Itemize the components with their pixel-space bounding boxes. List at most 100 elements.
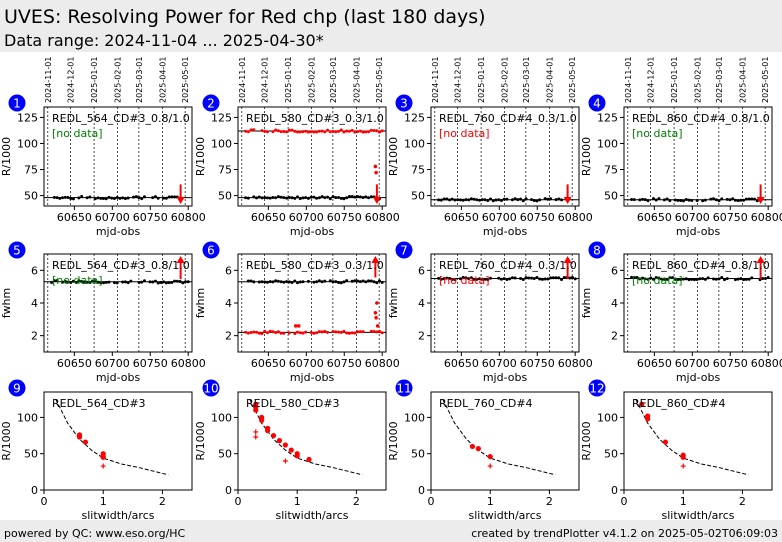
x-tick-label: 60700 [95, 357, 130, 370]
data-point [513, 276, 517, 280]
data-point [524, 197, 528, 201]
data-point [331, 130, 335, 134]
plot-panel-2: 2024-11-01 2024-12-01 2025-01-01 2025-02-01… [194, 57, 400, 239]
data-point [375, 129, 379, 133]
panel-number: 10 [203, 382, 218, 396]
arrow-up-icon [563, 256, 572, 263]
data-point [148, 280, 152, 284]
data-point [747, 197, 751, 201]
data-point [170, 195, 174, 199]
x-axis-label: mjd-obs [290, 371, 335, 384]
x-tick-label: 1 [294, 495, 301, 508]
data-point [279, 195, 283, 199]
y-tick-label: 50 [411, 448, 425, 461]
data-point [643, 277, 647, 281]
data-point [521, 277, 525, 281]
data-point [486, 278, 490, 282]
data-point [173, 279, 177, 283]
data-point [121, 196, 125, 200]
data-point [728, 198, 732, 202]
data-point [372, 128, 376, 132]
data-point [573, 277, 577, 281]
data-point [306, 130, 310, 134]
data-point [698, 277, 702, 281]
x-tick-label: 60750 [133, 357, 168, 370]
data-point [252, 195, 256, 199]
plot-panel-4: 2024-11-01 2024-12-01 2025-01-01 2025-02-01… [580, 57, 782, 239]
plot-frame [43, 253, 193, 353]
x-tick-label: 60750 [327, 357, 362, 370]
data-point [99, 281, 103, 285]
data-point [183, 280, 187, 284]
y-tick-label: 2 [225, 330, 232, 343]
y-axis-label: R/1000 [580, 421, 593, 460]
x-tick-label: 60650 [251, 357, 286, 370]
data-point [298, 331, 302, 335]
data-point [181, 281, 185, 285]
data-point [464, 198, 468, 202]
x-tick-label: 1 [680, 495, 687, 508]
data-point [153, 195, 157, 199]
data-point [265, 196, 269, 200]
plot-frame [430, 391, 580, 491]
data-point [118, 196, 122, 200]
data-point [306, 196, 310, 200]
y-tick-label: 0 [31, 484, 38, 497]
data-point [331, 280, 335, 284]
data-point [549, 197, 553, 201]
data-point [178, 280, 182, 284]
x-tick-label: 60800 [365, 357, 400, 370]
data-point [437, 276, 441, 280]
data-point [301, 280, 305, 284]
panel-number-badge [8, 241, 26, 259]
plot-frame [623, 391, 773, 491]
data-point [540, 277, 544, 281]
date-tick-label: 2025-04-01 [545, 57, 554, 104]
data-point [345, 279, 349, 283]
date-tick-label: 2025-04-01 [738, 57, 747, 104]
data-point [695, 198, 699, 202]
data-point [519, 197, 523, 201]
x-tick-label: 1 [487, 495, 494, 508]
data-point [121, 280, 125, 284]
y-tick-label: 0 [225, 484, 232, 497]
data-point [739, 277, 743, 281]
data-point [763, 276, 767, 280]
data-point [766, 276, 770, 280]
data-point [287, 128, 291, 132]
data-point [315, 331, 319, 335]
data-point [339, 281, 343, 285]
data-point [750, 197, 754, 201]
data-point [77, 196, 81, 200]
data-point [328, 279, 332, 283]
data-point [285, 130, 289, 134]
y-tick-label: 50 [411, 190, 425, 203]
data-point [439, 198, 443, 202]
data-point [651, 277, 655, 281]
plot-panel-7: 2 4 6 60650 60700 60750 60800 mjd-obs fwhm REDL_7… [387, 241, 593, 384]
data-point [356, 330, 360, 334]
data-point [257, 280, 261, 284]
data-point [690, 277, 694, 281]
data-point [66, 280, 70, 284]
data-point [342, 130, 346, 134]
data-point [328, 130, 332, 134]
data-point [282, 196, 286, 200]
data-point [554, 276, 558, 280]
date-tick-label: 2025-01-01 [90, 56, 99, 103]
x-tick-label: 60700 [289, 211, 324, 224]
plot-frame [430, 106, 580, 207]
plot-frame [237, 253, 387, 353]
y-tick-label: 6 [225, 264, 232, 277]
data-point [253, 407, 259, 413]
data-point [717, 277, 721, 281]
panel-title: REDL_580_CD#3_0.3/1.0 [246, 112, 384, 125]
data-point [755, 199, 759, 203]
data-point [703, 198, 707, 202]
x-tick-label: 2 [739, 495, 746, 508]
data-point [282, 331, 286, 335]
data-point [690, 199, 694, 203]
data-point [358, 330, 362, 334]
data-point [82, 280, 86, 284]
date-tick-label: 2024-12-01 [647, 57, 656, 104]
